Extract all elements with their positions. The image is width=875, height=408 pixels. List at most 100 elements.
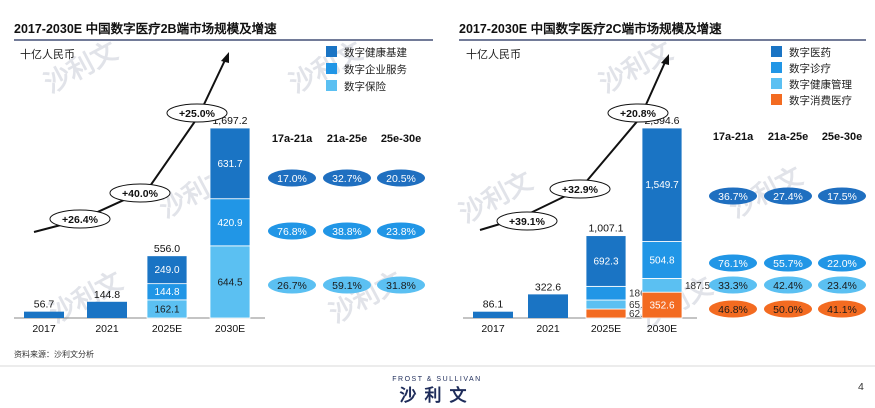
chart-2b-growth-table: 17a-21a 21a-25e 25e-30e 17.0% 32.7% 20.5… [268,133,425,294]
growth-pill: 27.4% [773,191,803,203]
bar-segment-label: 187.5 [685,281,710,292]
legend-label: 数字保险 [344,80,386,93]
bar-segment [641,127,683,242]
bar-total [528,294,568,318]
growth-pill: 22.0% [827,258,857,270]
chart-2b-cagr-labels: +26.4% +40.0% +25.0% [49,103,228,229]
bar-segment-label: 692.3 [593,257,618,268]
bar-segment-label: 644.5 [217,277,242,288]
growth-pill: 17.5% [827,191,857,203]
growth-pill: 41.1% [827,304,857,316]
chart-2b: 2017-2030E 中国数字医疗2B端市场规模及增速 十亿人民币 数字健康基建… [14,21,433,335]
cagr-label: +40.0% [122,188,159,200]
watermark-text: 沙利文 [324,265,408,329]
x-tick-label: 2030E [647,323,677,335]
bar-segment [585,299,627,310]
legend-label: 数字健康基建 [344,46,407,59]
bar-total-label: 556.0 [154,243,180,255]
brand-logo: 沙利文 [400,385,475,405]
bar-segment-label: 65.5 [629,300,649,311]
bar-segment-label: 1,549.7 [645,180,679,191]
bar-segment-label: 249.0 [154,265,179,276]
x-tick-label: 2025E [591,323,621,335]
bar-segment [641,278,683,293]
legend-swatch [771,94,782,105]
growth-pill: 17.0% [277,173,307,185]
x-tick-label: 2021 [536,323,560,335]
legend-swatch [771,62,782,73]
legend-label: 数字诊疗 [789,62,831,75]
legend-swatch [326,80,337,91]
legend-label: 数字企业服务 [344,63,407,76]
growth-pill: 46.8% [718,304,748,316]
brand-small: FROST & SULLIVAN [392,376,481,383]
cagr-label: +39.1% [509,216,546,228]
bar-segment-label: 144.8 [154,287,179,298]
bar-total-label: 1,007.1 [588,223,623,235]
bar-total [24,311,64,318]
chart-2c-unit: 十亿人民币 [466,47,521,61]
growth-pill: 76.8% [277,226,307,238]
growth-pill: 31.8% [386,280,416,292]
growth-pill: 23.8% [386,226,416,238]
bar-total-label: 144.8 [94,289,120,301]
chart-2c: 2017-2030E 中国数字医疗2C端市场规模及增速 十亿人民币 数字医药 数… [459,21,866,335]
growth-pill: 76.1% [718,258,748,270]
growth-pill: 20.5% [386,173,416,185]
bar-segment [146,255,188,285]
x-tick-label: 2017 [481,323,505,335]
growth-header: 17a-21a [713,131,754,143]
bar-segment [585,285,627,301]
chart-2b-unit: 十亿人民币 [20,47,75,61]
bar-total-label: 86.1 [483,299,504,311]
x-tick-label: 2017 [32,323,56,335]
growth-pill: 26.7% [277,280,307,292]
bar-segment-label: 631.7 [217,159,242,170]
cagr-label: +26.4% [62,214,99,226]
x-tick-label: 2021 [95,323,119,335]
growth-header: 21a-25e [327,133,367,145]
bar-segment [585,308,627,319]
bar-segment-label: 420.9 [217,218,242,229]
growth-pill: 55.7% [773,258,803,270]
chart-2c-cagr-labels: +39.1% +32.9% +20.8% [496,103,669,231]
bar-total [87,301,127,318]
bar-segment-label: 162.1 [154,304,179,315]
legend-swatch [771,46,782,57]
growth-header: 25e-30e [381,133,421,145]
chart-2c-legend: 数字医药 数字诊疗 数字健康管理 数字消费医疗 [771,46,852,107]
chart-2c-bars: 86.12017322.6202162.965.5186.4692.31,007… [463,115,710,335]
bar-segment-label: 504.8 [649,255,674,266]
bar-total-label: 56.7 [34,299,55,311]
chart-2b-title: 2017-2030E 中国数字医疗2B端市场规模及增速 [14,21,277,36]
chart-2c-growth-table: 17a-21a 21a-25e 25e-30e 36.7% 27.4% 17.5… [709,131,866,318]
source-note: 资料来源：沙利文分析 [14,349,94,359]
x-tick-label: 2025E [152,323,182,335]
bar-total-label: 322.6 [535,281,561,293]
bar-segment [209,245,251,319]
page-number: 4 [858,381,864,393]
bar-segment [641,291,683,319]
bar-segment [641,241,683,279]
growth-pill: 36.7% [718,191,748,203]
growth-pill: 59.1% [332,280,362,292]
chart-2b-bars: 56.7 2017 144.8 2021 162.1 144.8 249.0 556.0 202… [14,115,265,335]
cagr-label: +25.0% [179,108,216,120]
growth-pill: 50.0% [773,304,803,316]
x-tick-label: 2030E [215,323,245,335]
bar-segment [585,235,627,287]
growth-pill: 38.8% [332,226,362,238]
cagr-label: +20.8% [620,108,657,120]
growth-header: 25e-30e [822,131,862,143]
legend-label: 数字消费医疗 [789,94,852,107]
legend-swatch [771,78,782,89]
growth-header: 17a-21a [272,133,313,145]
cagr-label: +32.9% [562,184,599,196]
growth-pill: 23.4% [827,280,857,292]
growth-pill: 32.7% [332,173,362,185]
bar-total [473,311,513,318]
bar-segment-label: 352.6 [649,301,674,312]
watermark-text: 沙利文 [594,35,678,99]
growth-pill: 42.4% [773,280,803,292]
